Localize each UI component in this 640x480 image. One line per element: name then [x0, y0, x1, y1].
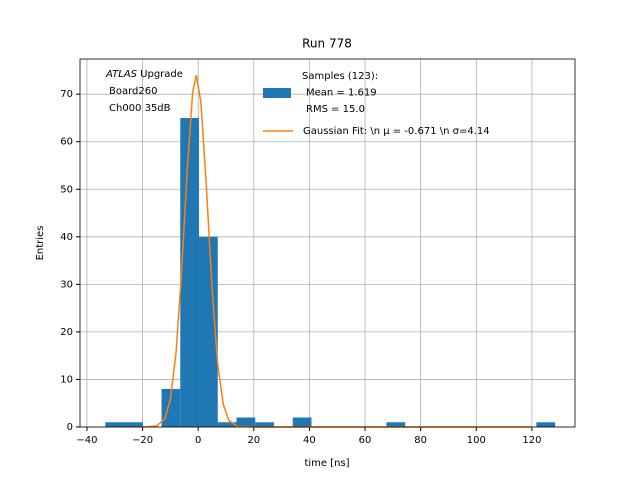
x-tick-label: 60	[359, 435, 372, 446]
y-tick-label: 40	[60, 232, 73, 243]
axes-frame	[79, 58, 576, 428]
annotation-line: Board260	[109, 86, 157, 97]
legend-label: Samples (123):	[302, 71, 378, 82]
y-tick-label: 60	[60, 137, 73, 148]
y-tick-label: 10	[60, 374, 73, 385]
bar	[292, 417, 312, 427]
fit-line	[142, 75, 532, 428]
bar	[199, 236, 218, 427]
x-tick-label: 20	[247, 435, 260, 446]
x-tick-label: 120	[522, 435, 541, 446]
chart-title: Run 778	[302, 37, 352, 51]
legend-label: RMS = 15.0	[306, 104, 365, 115]
legend-patch	[263, 88, 291, 98]
bar	[124, 422, 143, 427]
bar	[386, 422, 406, 427]
y-tick-label: 20	[60, 327, 73, 338]
annotation-emphasis: ATLAS	[105, 69, 138, 80]
x-tick-label: 40	[303, 435, 316, 446]
x-tick-label: 0	[195, 435, 201, 446]
legend-label: Gaussian Fit: \n μ = -0.671 \n σ=4.14	[303, 126, 490, 137]
x-axis-label: time [ns]	[304, 458, 349, 469]
bar	[180, 117, 200, 428]
bar	[536, 422, 556, 427]
legend-label: Mean = 1.619	[306, 88, 377, 99]
y-tick-label: 70	[60, 89, 73, 100]
x-tick-label: −20	[132, 435, 153, 446]
y-axis-label: Entries	[35, 226, 46, 261]
x-tick-label: −40	[76, 435, 97, 446]
bar	[255, 422, 274, 427]
y-tick-label: 30	[60, 279, 73, 290]
annotation-line: Upgrade	[140, 69, 183, 80]
y-tick-label: 50	[60, 184, 73, 195]
x-tick-label: 100	[467, 435, 486, 446]
x-tick-label: 80	[414, 435, 427, 446]
annotation-line: Ch000 35dB	[109, 103, 171, 114]
bar	[236, 417, 256, 427]
bar	[217, 422, 237, 427]
bar	[161, 388, 181, 427]
annotation: ATLAS Upgrade	[105, 69, 183, 80]
y-tick-label: 0	[67, 422, 73, 433]
bar	[105, 422, 125, 427]
